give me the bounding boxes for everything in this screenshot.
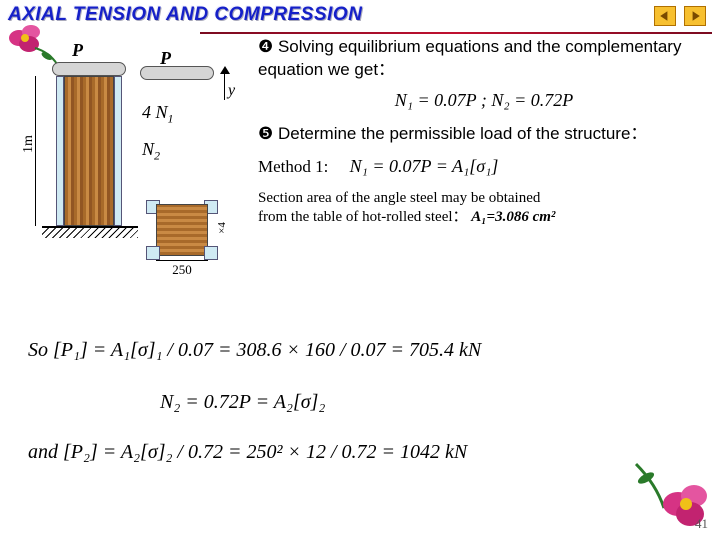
angle-steel-right — [114, 76, 122, 226]
equation-p2: and [P₂] = A₂[σ]₂ / 0.72 = 250² × 12 / 0… — [28, 436, 467, 468]
dimension-height-label: 1m — [21, 135, 37, 153]
slide-number: 41 — [695, 516, 708, 532]
cross-section: 250 ×4 — [124, 192, 234, 282]
dimension-thick-label: ×4 — [216, 222, 228, 234]
equation-n1-n2: N₁ = 0.07P ; N₂ = 0.72P — [395, 90, 573, 110]
force-n2: N — [142, 139, 154, 159]
force-n2-sub: 2 — [154, 148, 160, 162]
timber-column — [64, 76, 114, 226]
header-divider — [200, 32, 712, 34]
prev-button[interactable] — [654, 6, 676, 26]
text-content: ❹ Solving equilibrium equations and the … — [258, 36, 710, 234]
step-5-text: ❺ Determine the permissible load of the … — [258, 124, 630, 143]
load-label-p-left: P — [72, 40, 83, 61]
freebody-forces: 4 N1 N2 — [142, 98, 174, 169]
structure-diagram: P P 1m y 4 N1 N2 250 ×4 — [14, 40, 234, 300]
step-4-text: ❹ Solving equilibrium equations and the … — [258, 37, 681, 79]
method1-label: Method 1 — [258, 157, 324, 176]
angle-steel-left — [56, 76, 64, 226]
equation-p1: So [P₁] = A₁[σ]₁ / 0.07 = 308.6 × 160 / … — [28, 334, 481, 366]
next-button[interactable] — [684, 6, 706, 26]
y-axis-label: y — [228, 82, 235, 100]
cap-beam — [52, 62, 126, 76]
nav-arrows — [654, 6, 706, 26]
freebody-cap — [140, 66, 214, 80]
force-4n1: 4 N — [142, 102, 168, 122]
method1-equation: N₁ = 0.07P = A₁[σ₁] — [350, 156, 499, 176]
a1-value: A₁=3.086 cm² — [471, 209, 555, 225]
equation-n2-full: N₂ = 0.72P = A₂[σ]₂ — [160, 386, 325, 418]
dimension-width-label: 250 — [156, 262, 208, 278]
angle-note-line1: Section area of the angle steel may be o… — [258, 190, 540, 206]
angle-note-line2: from the table of hot-rolled steel： — [258, 209, 468, 225]
dimension-height: 1m — [26, 76, 46, 226]
force-4n1-sub: 1 — [168, 112, 174, 126]
